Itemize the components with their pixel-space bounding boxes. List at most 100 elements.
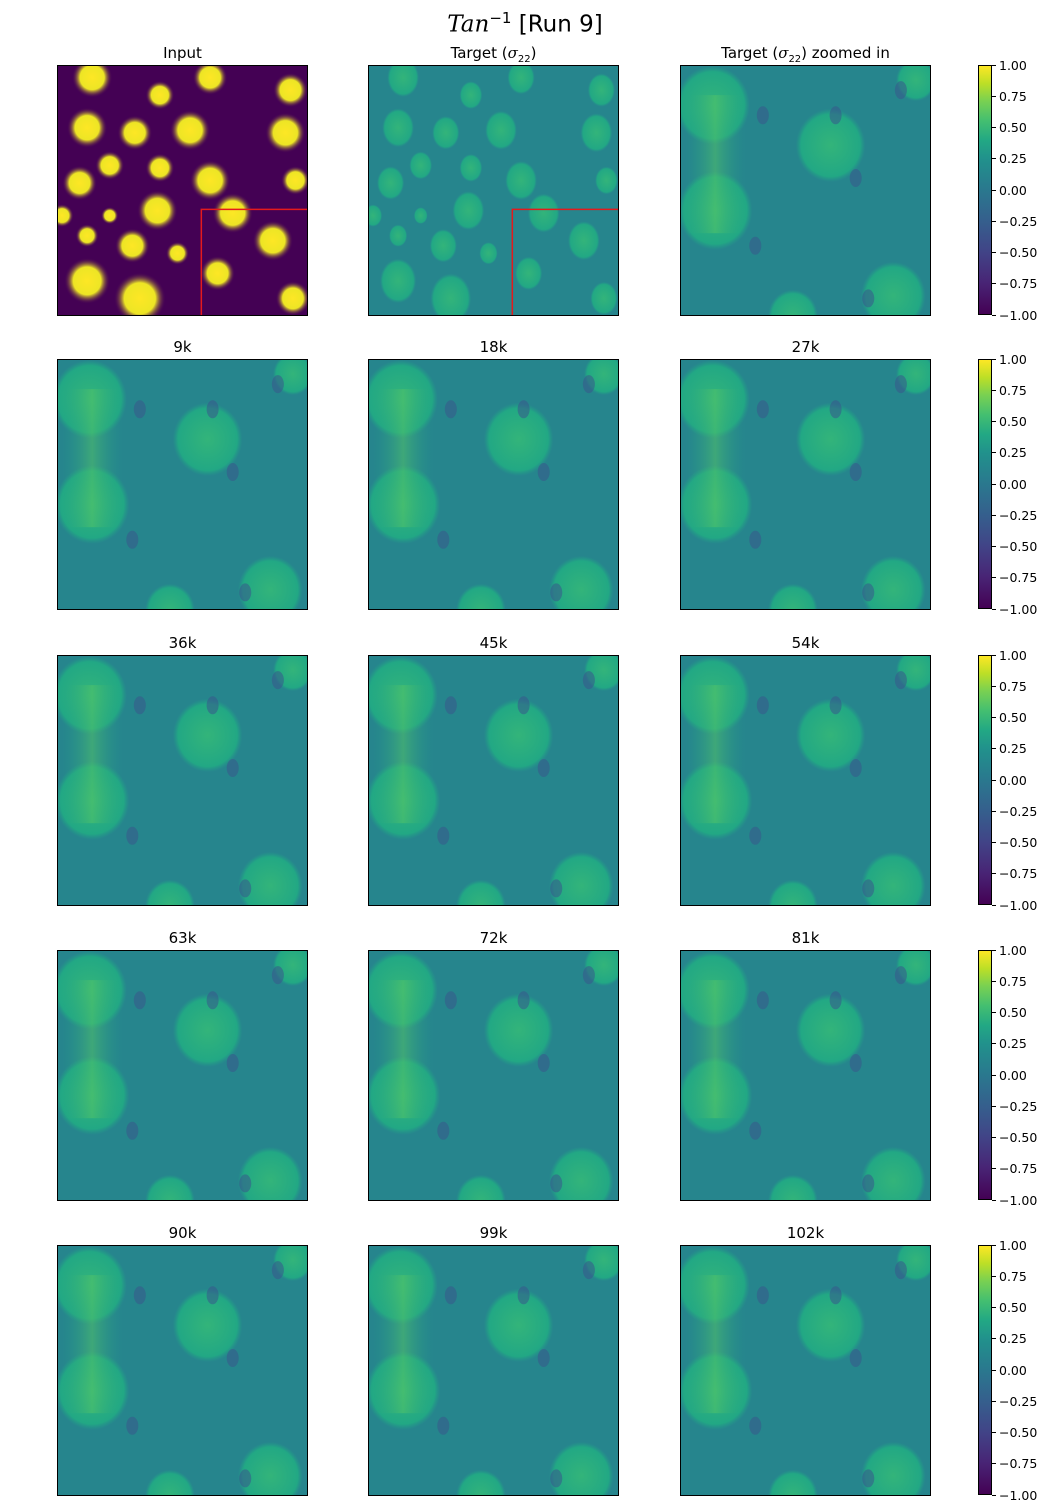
heatmap-image	[368, 65, 619, 316]
colorbar-tick-label: −0.50	[999, 245, 1038, 260]
colorbar-tick: −0.25	[992, 213, 1050, 229]
colorbar-tick: 0.75	[992, 1268, 1050, 1284]
colorbar-tick-label: −0.25	[999, 213, 1038, 229]
colorbar-tick: −1.00	[992, 897, 1050, 913]
title-run: [Run 9]	[511, 11, 603, 38]
colorbar-tick-label: −0.75	[999, 1161, 1038, 1177]
colorbar-tick: −0.75	[992, 1162, 1050, 1176]
figure-title: Tan−1 [Run 9]	[0, 2, 1050, 41]
colorbar-tick-label: −0.75	[999, 866, 1038, 882]
colorbar-tick: 1.00	[992, 1237, 1050, 1253]
colorbar-gradient	[978, 359, 992, 609]
colorbar-tick: 1.00	[992, 351, 1050, 367]
colorbar-tick: 0.75	[992, 88, 1050, 104]
colorbar-gradient	[978, 65, 992, 315]
colorbar-tick-label: 0.00	[999, 476, 1027, 492]
panel-title: 72k	[479, 929, 508, 947]
panel-title: 102k	[786, 1224, 825, 1242]
panel-title: 54k	[791, 634, 820, 652]
panel-title: Target (σ22) zoomed in	[721, 44, 890, 65]
colorbar-tick: 0.75	[992, 974, 1050, 989]
colorbar-tick: 0.25	[992, 152, 1050, 166]
colorbar-tick-label: −1.00	[999, 1487, 1038, 1503]
colorbar-tick-label: −0.50	[999, 539, 1038, 554]
colorbar-tick: −0.25	[992, 1098, 1050, 1114]
panel-title: 18k	[479, 338, 508, 356]
colorbar-tick-label: 0.25	[999, 151, 1027, 167]
colorbar-tick-label: 1.00	[999, 942, 1027, 958]
colorbar-gradient	[978, 1245, 992, 1495]
colorbar-tick: 0.00	[992, 772, 1050, 788]
colorbar-tick-label: −0.75	[999, 276, 1038, 292]
colorbar-tick-label: −0.25	[999, 1393, 1038, 1409]
colorbar-tick: −0.50	[992, 246, 1050, 260]
heatmap-image	[368, 1245, 619, 1496]
colorbar-tick-label: 0.75	[999, 382, 1027, 398]
colorbar-tick: 0.00	[992, 476, 1050, 492]
colorbar-tick: 0.50	[992, 121, 1050, 135]
colorbar-tick-label: −1.00	[999, 1192, 1038, 1208]
colorbar-tick-label: 0.50	[999, 414, 1027, 429]
colorbar-tick-label: 0.75	[999, 678, 1027, 694]
colorbar-tick: −1.00	[992, 1487, 1050, 1503]
colorbar-tick-label: 0.00	[999, 1067, 1027, 1083]
colorbar-tick-label: 0.00	[999, 1362, 1027, 1378]
colorbar-tick-label: 0.00	[999, 182, 1027, 198]
colorbar-tick-label: −0.50	[999, 1425, 1038, 1440]
colorbar-tick-label: −0.50	[999, 1130, 1038, 1145]
colorbar-tick-label: 1.00	[999, 647, 1027, 663]
colorbar-tick: 0.50	[992, 1006, 1050, 1020]
colorbar-tick-label: −0.25	[999, 803, 1038, 819]
colorbar-tick: 0.50	[992, 711, 1050, 725]
heatmap-image	[57, 655, 308, 906]
heatmap-image	[368, 655, 619, 906]
heatmap-image	[57, 65, 308, 316]
heatmap-image	[680, 655, 931, 906]
panel-title: 63k	[168, 929, 197, 947]
colorbar-tick-label: −0.25	[999, 1098, 1038, 1114]
title-exponent: −1	[489, 9, 512, 27]
colorbar-tick: 0.00	[992, 1362, 1050, 1378]
panel-title: 45k	[479, 634, 508, 652]
colorbar-tick: −0.75	[992, 867, 1050, 881]
panel-title: 27k	[791, 338, 820, 356]
colorbar-tick: 0.50	[992, 415, 1050, 429]
colorbar-tick-label: 0.50	[999, 1005, 1027, 1020]
heatmap-image	[57, 1245, 308, 1496]
colorbar-tick: 0.75	[992, 382, 1050, 398]
colorbar-tick-label: −1.00	[999, 307, 1038, 323]
title-tan: Tan	[447, 11, 490, 38]
colorbar-tick: −1.00	[992, 602, 1050, 617]
panel-title: 36k	[168, 634, 197, 652]
colorbar-tick: −0.50	[992, 1426, 1050, 1440]
colorbar-tick: 0.25	[992, 1332, 1050, 1346]
colorbar-tick-label: −1.00	[999, 897, 1038, 913]
colorbar-tick-label: 1.00	[999, 1237, 1027, 1253]
colorbar-tick: −0.25	[992, 803, 1050, 819]
heatmap-image	[57, 950, 308, 1201]
panel-title: 99k	[479, 1224, 508, 1242]
colorbar-tick: 1.00	[992, 647, 1050, 663]
heatmap-image	[368, 950, 619, 1201]
colorbar-tick-label: 0.50	[999, 120, 1027, 135]
colorbar-tick-label: −0.50	[999, 835, 1038, 850]
colorbar-tick: 0.00	[992, 1067, 1050, 1083]
colorbar-tick-label: 0.25	[999, 1331, 1027, 1347]
colorbar-tick: −0.75	[992, 571, 1050, 585]
colorbar-tick: −1.00	[992, 1192, 1050, 1208]
colorbar-tick: −0.75	[992, 277, 1050, 291]
heatmap-image	[57, 359, 308, 610]
colorbar-tick: −0.75	[992, 1457, 1050, 1471]
colorbar-tick-label: 0.00	[999, 772, 1027, 788]
panel-title: Target (σ22)	[450, 44, 537, 65]
colorbar-gradient	[978, 655, 992, 905]
panel-title: Input	[163, 44, 202, 62]
colorbar-tick: −0.50	[992, 836, 1050, 850]
colorbar-tick: 1.00	[992, 58, 1050, 73]
colorbar-tick-label: 0.75	[999, 1268, 1027, 1284]
colorbar-tick-label: 1.00	[999, 351, 1027, 367]
colorbar-tick-label: 0.75	[999, 88, 1027, 104]
colorbar-tick: −0.50	[992, 540, 1050, 554]
colorbar-tick-label: −0.75	[999, 570, 1038, 586]
colorbar-tick: −1.00	[992, 307, 1050, 323]
